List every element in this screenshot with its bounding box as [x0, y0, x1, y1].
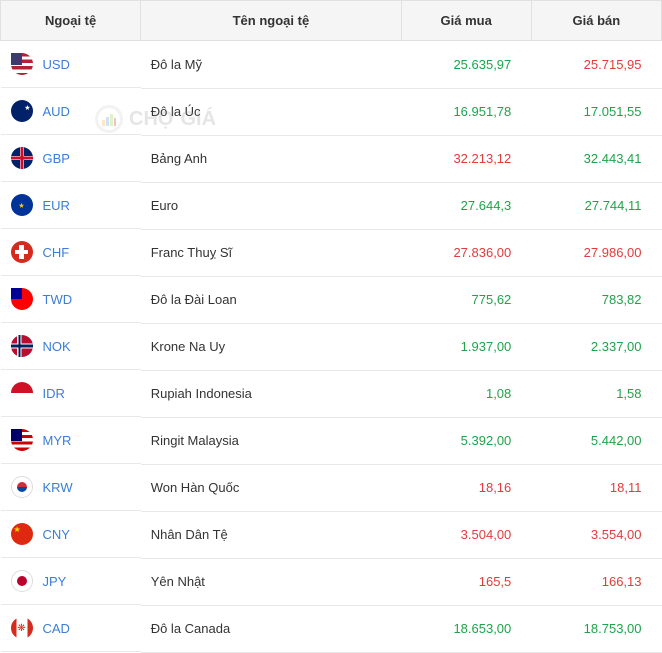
buy-price: 165,5	[401, 558, 531, 605]
currency-rate-table: Ngoại tệ Tên ngoại tệ Giá mua Giá bán US…	[0, 0, 662, 653]
buy-price: 25.635,97	[401, 41, 531, 89]
sell-price: 2.337,00	[531, 323, 661, 370]
table-row: NOK Krone Na Uy1.937,002.337,00	[1, 323, 662, 370]
header-sell: Giá bán	[531, 1, 661, 41]
currency-name: Đô la Đài Loan	[141, 276, 401, 323]
currency-cell[interactable]: CHF	[1, 229, 141, 276]
flag-icon	[11, 382, 33, 404]
currency-code[interactable]: CAD	[43, 621, 70, 636]
table-row: TWD Đô la Đài Loan775,62783,82	[1, 276, 662, 323]
currency-code[interactable]: GBP	[43, 151, 70, 166]
flag-icon	[11, 523, 33, 545]
buy-price: 1.937,00	[401, 323, 531, 370]
currency-name: Rupiah Indonesia	[141, 370, 401, 417]
table-row: EUR Euro27.644,327.744,11	[1, 182, 662, 229]
currency-code[interactable]: EUR	[43, 198, 70, 213]
currency-name: Đô la Mỹ	[141, 41, 401, 89]
currency-cell[interactable]: CAD	[1, 605, 141, 652]
header-row: Ngoại tệ Tên ngoại tệ Giá mua Giá bán	[1, 1, 662, 41]
sell-price: 17.051,55	[531, 88, 661, 135]
sell-price: 27.986,00	[531, 229, 661, 276]
sell-price: 166,13	[531, 558, 661, 605]
buy-price: 18,16	[401, 464, 531, 511]
flag-icon	[11, 335, 33, 357]
buy-price: 1,08	[401, 370, 531, 417]
sell-price: 1,58	[531, 370, 661, 417]
currency-name: Đô la Canada	[141, 605, 401, 652]
table-row: MYR Ringit Malaysia5.392,005.442,00	[1, 417, 662, 464]
header-name: Tên ngoại tệ	[141, 1, 401, 41]
currency-cell[interactable]: KRW	[1, 464, 141, 511]
currency-cell[interactable]: TWD	[1, 276, 141, 323]
currency-code[interactable]: AUD	[43, 104, 70, 119]
currency-cell[interactable]: IDR	[1, 370, 141, 417]
table-row: CHF Franc Thuỵ Sĩ27.836,0027.986,00	[1, 229, 662, 276]
currency-cell[interactable]: NOK	[1, 323, 141, 370]
buy-price: 16.951,78	[401, 88, 531, 135]
table-row: KRW Won Hàn Quốc18,1618,11	[1, 464, 662, 511]
flag-icon	[11, 570, 33, 592]
flag-icon	[11, 617, 33, 639]
currency-code[interactable]: USD	[43, 57, 70, 72]
sell-price: 783,82	[531, 276, 661, 323]
currency-code[interactable]: CNY	[43, 527, 70, 542]
flag-icon	[11, 241, 33, 263]
currency-cell[interactable]: JPY	[1, 558, 141, 605]
currency-name: Won Hàn Quốc	[141, 464, 401, 511]
currency-name: Yên Nhật	[141, 558, 401, 605]
table-row: GBP Bảng Anh32.213,1232.443,41	[1, 135, 662, 182]
sell-price: 5.442,00	[531, 417, 661, 464]
sell-price: 25.715,95	[531, 41, 661, 89]
buy-price: 27.644,3	[401, 182, 531, 229]
currency-cell[interactable]: GBP	[1, 135, 141, 182]
flag-icon	[11, 476, 33, 498]
sell-price: 18.753,00	[531, 605, 661, 652]
flag-icon	[11, 429, 33, 451]
table-row: USD Đô la Mỹ25.635,9725.715,95	[1, 41, 662, 89]
table-row: IDR Rupiah Indonesia1,081,58	[1, 370, 662, 417]
currency-code[interactable]: NOK	[43, 339, 71, 354]
header-buy: Giá mua	[401, 1, 531, 41]
buy-price: 18.653,00	[401, 605, 531, 652]
currency-name: Euro	[141, 182, 401, 229]
flag-icon	[11, 53, 33, 75]
table-row: AUD Đô la Úc16.951,7817.051,55	[1, 88, 662, 135]
currency-code[interactable]: JPY	[43, 574, 67, 589]
flag-icon	[11, 100, 33, 122]
rates-table: Ngoại tệ Tên ngoại tệ Giá mua Giá bán US…	[0, 0, 662, 653]
table-row: CAD Đô la Canada18.653,0018.753,00	[1, 605, 662, 652]
currency-cell[interactable]: USD	[1, 41, 141, 88]
currency-cell[interactable]: EUR	[1, 182, 141, 229]
currency-code[interactable]: MYR	[43, 433, 72, 448]
flag-icon	[11, 288, 33, 310]
flag-icon	[11, 147, 33, 169]
table-row: JPY Yên Nhật165,5166,13	[1, 558, 662, 605]
header-currency: Ngoại tệ	[1, 1, 141, 41]
currency-name: Đô la Úc	[141, 88, 401, 135]
currency-name: Bảng Anh	[141, 135, 401, 182]
currency-code[interactable]: CHF	[43, 245, 70, 260]
sell-price: 27.744,11	[531, 182, 661, 229]
currency-code[interactable]: TWD	[43, 292, 73, 307]
currency-name: Franc Thuỵ Sĩ	[141, 229, 401, 276]
currency-name: Krone Na Uy	[141, 323, 401, 370]
sell-price: 32.443,41	[531, 135, 661, 182]
buy-price: 5.392,00	[401, 417, 531, 464]
currency-cell[interactable]: MYR	[1, 417, 141, 464]
currency-code[interactable]: IDR	[43, 386, 65, 401]
currency-cell[interactable]: AUD	[1, 88, 141, 135]
sell-price: 18,11	[531, 464, 661, 511]
buy-price: 775,62	[401, 276, 531, 323]
currency-name: Ringit Malaysia	[141, 417, 401, 464]
currency-code[interactable]: KRW	[43, 480, 73, 495]
buy-price: 32.213,12	[401, 135, 531, 182]
buy-price: 27.836,00	[401, 229, 531, 276]
flag-icon	[11, 194, 33, 216]
